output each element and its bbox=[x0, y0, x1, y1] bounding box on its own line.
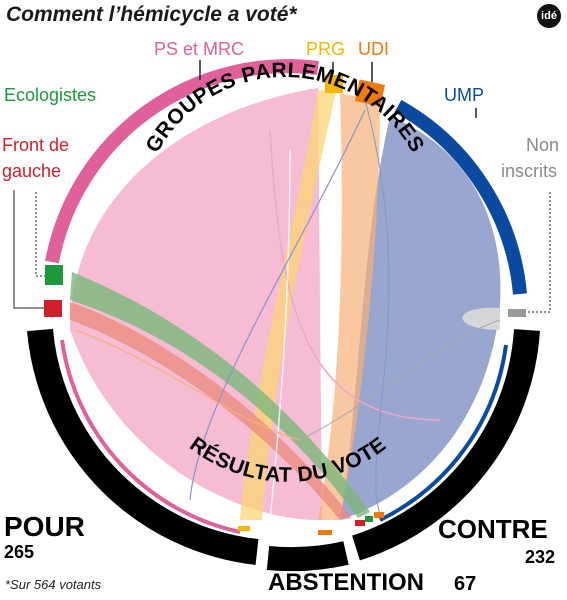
arc-front-de-gauche bbox=[44, 300, 62, 317]
arc-ecologistes bbox=[45, 265, 63, 285]
result-arcs bbox=[27, 328, 540, 572]
label-prg: PRG bbox=[306, 39, 346, 59]
ide-logo: idé bbox=[537, 4, 561, 28]
label-non-inscrits-line2: inscrits bbox=[501, 161, 558, 181]
arc-non-inscrits bbox=[508, 309, 526, 317]
arc-ump bbox=[394, 99, 527, 295]
chart-title: Comment l’hémicycle a voté* bbox=[6, 3, 297, 26]
ribbon-udi bbox=[318, 93, 380, 520]
label-ump: UMP bbox=[444, 85, 484, 105]
rim-contre-fdg bbox=[355, 520, 365, 526]
label-fdg-line2: gauche bbox=[2, 161, 62, 181]
arc-pour bbox=[27, 328, 259, 565]
leader-lines bbox=[13, 60, 551, 313]
ribbon-front-de-gauche bbox=[70, 302, 352, 520]
ribbon-thin-6 bbox=[364, 99, 390, 516]
ribbon-thin-3 bbox=[189, 109, 366, 501]
label-contre: CONTRE bbox=[438, 514, 548, 544]
label-ps-mrc: PS et MRC bbox=[154, 39, 245, 59]
arc-ps-mrc bbox=[45, 59, 319, 264]
arc-prg bbox=[325, 75, 343, 93]
label-ecologistes: Ecologistes bbox=[4, 85, 97, 105]
label-abstention: ABSTENTION bbox=[268, 569, 424, 596]
ribbon-thin-1 bbox=[269, 129, 441, 421]
rim-abst-udi bbox=[318, 530, 332, 535]
leader-fdg bbox=[13, 190, 44, 309]
rim-contre-udi bbox=[374, 512, 384, 518]
ribbon-non-inscrits bbox=[462, 307, 500, 330]
label-udi: UDI bbox=[358, 39, 389, 59]
group-arcs bbox=[44, 59, 527, 317]
value-abstention: 67 bbox=[454, 573, 477, 595]
arc-contre bbox=[352, 329, 540, 561]
label-non-inscrits-line1: Non bbox=[526, 135, 560, 155]
leader-non-inscrits bbox=[526, 192, 551, 313]
value-contre: 232 bbox=[525, 547, 556, 567]
value-pour: 265 bbox=[4, 542, 35, 562]
arc-udi bbox=[354, 79, 386, 107]
rim-pour-prg bbox=[238, 526, 250, 531]
rim-contre bbox=[379, 344, 508, 522]
rim-pour bbox=[60, 339, 241, 534]
ribbon-ecologistes bbox=[70, 272, 370, 518]
arc-abstention bbox=[266, 541, 349, 572]
ribbon-thin-5 bbox=[299, 319, 501, 441]
footnote: *Sur 564 votants bbox=[5, 577, 102, 592]
label-fdg-line1: Front de bbox=[2, 135, 70, 155]
flow-ribbons bbox=[70, 88, 501, 521]
ribbon-thin-4 bbox=[74, 329, 301, 441]
label-pour: POUR bbox=[4, 511, 85, 542]
rim-contre-eco bbox=[365, 516, 373, 522]
ribbon-thin-2 bbox=[269, 149, 291, 521]
leader-ecologistes bbox=[35, 192, 45, 277]
